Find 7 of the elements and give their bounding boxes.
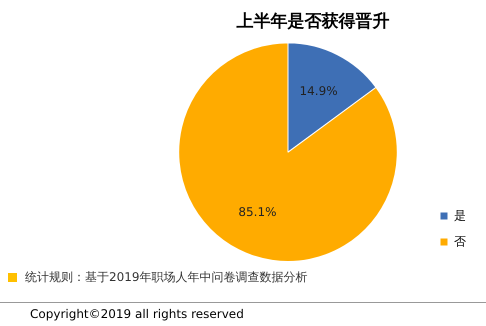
legend-label: 否 bbox=[454, 234, 466, 248]
text: 统计规则：基于2019年职场人年中问卷调查数据分析 bbox=[25, 268, 308, 286]
data-label: 14.9% bbox=[300, 84, 338, 98]
legend-label: 是 bbox=[454, 208, 466, 222]
data-label: 85.1% bbox=[238, 204, 276, 219]
text: Copyright©2019 all rights reserved bbox=[0, 302, 486, 321]
chart-title: 上半年是否获得晋升 bbox=[236, 12, 390, 32]
